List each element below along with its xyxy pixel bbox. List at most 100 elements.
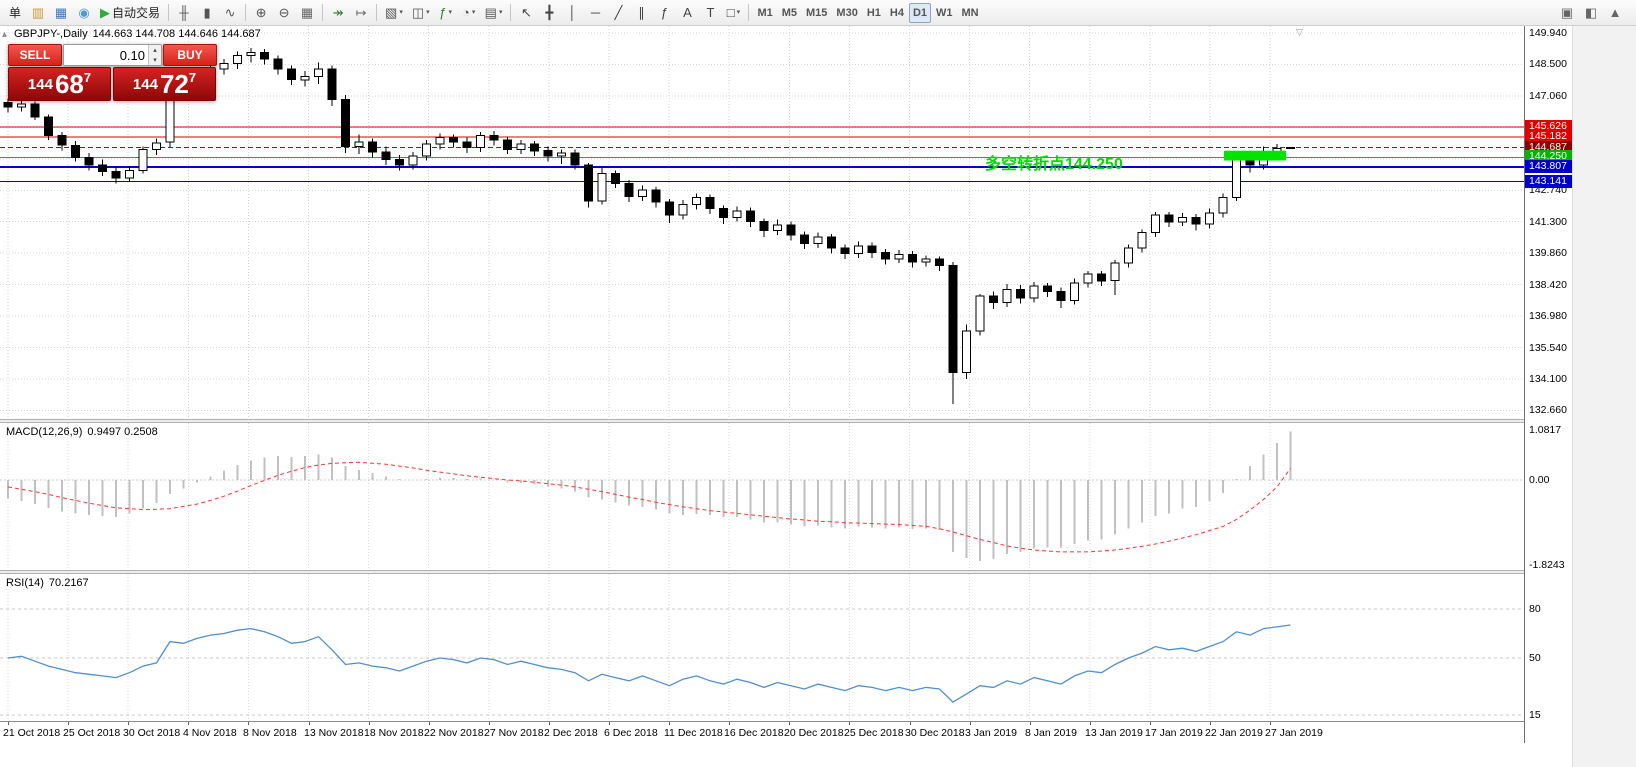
timeframe-h1-label: H1 (866, 6, 881, 19)
profiles-icon[interactable]: ◫ ▾ (408, 3, 434, 23)
date-label: 4 Nov 2018 (183, 727, 237, 739)
date-label: 25 Oct 2018 (63, 727, 121, 739)
volume-decrease-button[interactable]: ▾ (149, 55, 161, 65)
data-window-icon[interactable]: ▦ (50, 3, 72, 23)
trendline-icon[interactable]: ╱ (607, 3, 629, 23)
timeframe-w1[interactable]: W1 (932, 3, 957, 23)
toolbar-separator (748, 4, 750, 21)
tile-windows-icon[interactable]: ▦ (296, 3, 318, 23)
timeframe-h4-label: H4 (889, 6, 904, 19)
timeframe-mn[interactable]: MN (958, 3, 983, 23)
macd-axis-label: 0.00 (1529, 474, 1550, 486)
price-tag-143.141: 143.141 (1525, 175, 1572, 188)
price-axis-label: 135.540 (1529, 342, 1567, 354)
market-watch-icon[interactable]: ▥ (27, 3, 49, 23)
crosshair-icon[interactable]: ╋ (538, 3, 560, 23)
ask-point: 7 (188, 69, 197, 85)
price-axis[interactable]: 149.940 148.500 147.060 142.740 141.300 139.8… (1524, 26, 1572, 743)
date-label: 18 Nov 2018 (364, 727, 424, 739)
macd-indicator-canvas[interactable] (0, 423, 1524, 570)
date-label: 13 Jan 2019 (1085, 727, 1143, 739)
tile-windows-icon: ▦ (300, 5, 314, 20)
date-tick (970, 722, 971, 725)
chart-shift-marker[interactable]: ▽ (1296, 27, 1303, 37)
annotation-text[interactable]: 多空转折点144.250 (985, 156, 1123, 173)
vertical-line-icon: │ (568, 5, 577, 20)
date-label: 27 Jan 2019 (1265, 727, 1323, 739)
date-label: 30 Oct 2018 (123, 727, 181, 739)
zoom-out-icon[interactable]: ⊖ (273, 3, 295, 23)
annotation-rectangle[interactable] (1224, 150, 1286, 161)
navigator-icon[interactable]: ◉ (73, 3, 95, 23)
expand-icon[interactable]: ▲ (1604, 3, 1626, 23)
zoom-out-icon: ⊖ (278, 5, 290, 20)
buy-button[interactable]: BUY (163, 44, 217, 66)
volume-input[interactable] (64, 45, 148, 65)
auto-scroll-icon[interactable]: ↠ (327, 3, 349, 23)
timeframe-h4[interactable]: H4 (886, 3, 908, 23)
vertical-line-icon[interactable]: │ (561, 3, 583, 23)
timeframe-d1-label: D1 (912, 6, 928, 19)
date-tick (609, 722, 610, 725)
sell-button[interactable]: SELL (8, 44, 62, 66)
color-scheme-icon: ◧ (1584, 5, 1598, 20)
indicators-icon[interactable]: ƒ ▾ (435, 3, 457, 23)
timeframe-m30[interactable]: M30 (832, 3, 861, 23)
price-axis-label: 138.420 (1529, 279, 1567, 291)
text-icon[interactable]: A (676, 3, 698, 23)
date-tick (910, 722, 911, 725)
label-icon[interactable]: T (699, 3, 721, 23)
ask-price-button[interactable]: 144 72 7 (113, 67, 216, 101)
timeframe-m1[interactable]: M1 (753, 3, 776, 23)
bid-main: 144 (27, 75, 53, 93)
timeframe-m5-label: M5 (781, 6, 798, 19)
timeframe-m5[interactable]: M5 (778, 3, 801, 23)
new-window-icon[interactable]: ▣ (1556, 3, 1578, 23)
date-label: 13 Nov 2018 (304, 727, 364, 739)
ask-main: 144 (132, 75, 158, 93)
new-window-icon: ▣ (1560, 5, 1574, 20)
templates-icon[interactable]: ▤ ▾ (481, 3, 507, 23)
timeframe-m15[interactable]: M15 (802, 3, 831, 23)
rsi-indicator-canvas[interactable] (0, 574, 1524, 721)
shapes-icon[interactable]: □ ▾ (722, 3, 744, 23)
pane-splitter-macd[interactable] (0, 419, 1524, 423)
bar-chart-icon[interactable]: ╫ (173, 3, 195, 23)
rsi-header: RSI(14) 70.2167 (6, 577, 89, 589)
fibonacci-icon[interactable]: ƒ (653, 3, 675, 23)
chart-ohlc-values: 144.663 144.708 144.646 144.687 (92, 28, 261, 40)
autotrading-button[interactable]: ▶ 自动交易 (96, 3, 164, 23)
chart-shift-icon[interactable]: ↦ (350, 3, 372, 23)
pane-splitter-rsi[interactable] (0, 570, 1524, 574)
bid-price-button[interactable]: 144 68 7 (8, 67, 111, 101)
new-chart-icon[interactable]: ▧ ▾ (381, 3, 407, 23)
indicators-icon: ƒ (439, 5, 447, 20)
line-chart-icon[interactable]: ∿ (219, 3, 241, 23)
date-tick (68, 722, 69, 725)
horizontal-line-icon[interactable]: ─ (584, 3, 606, 23)
candlestick-chart-icon[interactable]: ▮ (196, 3, 218, 23)
date-axis[interactable]: 21 Oct 2018 25 Oct 2018 30 Oct 2018 4 Nov 2… (0, 721, 1524, 743)
cursor-icon[interactable]: ↖ (515, 3, 537, 23)
timeframe-d1[interactable]: D1 (908, 2, 932, 23)
date-label: 6 Dec 2018 (604, 727, 658, 739)
macd-axis-label: -1.8243 (1529, 559, 1565, 571)
toolbar-separator (168, 4, 170, 21)
cursor-icon: ↖ (521, 5, 532, 20)
trade-panel-collapse-icon[interactable]: ▴ (2, 29, 8, 40)
price-axis-label: 132.660 (1529, 404, 1567, 416)
new-order-button[interactable]: 单 (4, 3, 26, 23)
date-label: 27 Nov 2018 (484, 727, 544, 739)
zoom-in-icon[interactable]: ⊕ (250, 3, 272, 23)
periods-icon[interactable]: ◔ ▾ (458, 3, 480, 23)
volume-increase-button[interactable]: ▴ (149, 45, 161, 55)
price-tag-144.250: 144.250 (1525, 150, 1572, 163)
price-axis-label: 139.860 (1529, 247, 1567, 259)
main-chart-canvas[interactable] (0, 26, 1524, 419)
rsi-axis-label: 15 (1529, 709, 1541, 721)
color-scheme-icon[interactable]: ◧ (1580, 3, 1602, 23)
fibonacci-icon: ƒ (660, 5, 669, 20)
timeframe-h1[interactable]: H1 (863, 3, 885, 23)
date-tick (1210, 722, 1211, 725)
channel-icon[interactable]: ∥ (630, 3, 652, 23)
